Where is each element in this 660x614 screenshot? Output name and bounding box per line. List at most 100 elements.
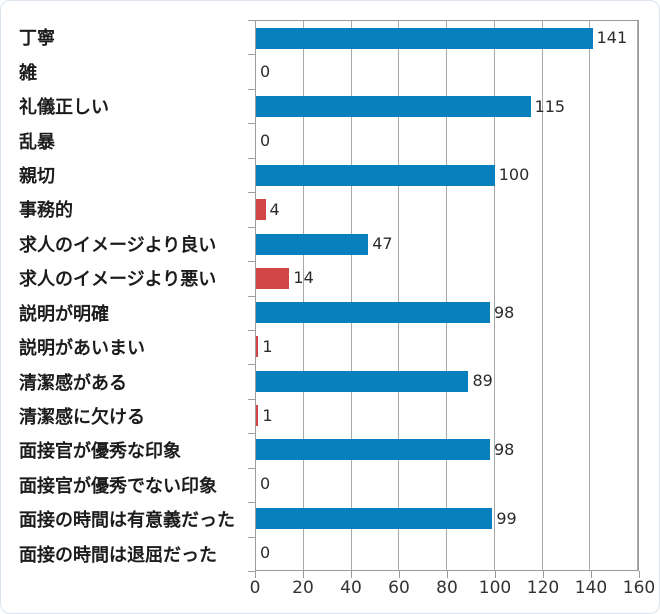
bar [256,199,266,221]
x-tick-label: 80 [436,578,458,598]
category-label: 丁寧 [19,28,55,49]
gridline [398,21,400,570]
gridline [541,21,543,570]
x-axis-tick [495,571,496,578]
bar-row: 98 [256,296,638,330]
bar-value-label: 0 [260,474,271,494]
y-axis-tick [248,329,255,331]
x-tick-label: 20 [292,578,314,598]
bar-row: 141 [256,21,638,55]
x-tick-label: 0 [249,578,261,598]
bar-value-label: 47 [372,234,393,254]
y-axis-tick [248,502,255,504]
bar-value-label: 98 [493,302,515,322]
bar-value-label: 0 [260,542,271,562]
bar-value-label: 141 [596,28,628,48]
category-label: 清潔感がある [19,372,127,393]
category-label: 面接の時間は退屈だった [19,544,217,565]
gridline [350,21,352,570]
category-label: 面接官が優秀な印象 [19,441,181,462]
bar-row: 47 [256,227,638,261]
x-tick-label: 60 [388,578,410,598]
bar-value-label: 14 [293,268,314,288]
y-axis-tick [248,364,255,366]
gridline [446,21,447,570]
y-axis-tick [248,192,255,194]
y-axis-tick [248,88,255,90]
bar-value-label: 1 [262,336,273,356]
category-label: 説明があいまい [19,338,145,359]
category-axis: 丁寧雑礼儀正しい 乱暴 親切 事務的 求人のイメージより良い 求人のイメージより悪い 説明が… [1,20,254,571]
bar-row: 4 [256,193,638,227]
bar-value-label: 115 [534,96,566,116]
bar [256,27,593,49]
bar [256,405,259,427]
y-axis-tick [248,433,255,435]
category-label: 親切 [19,165,55,186]
bar-row: 115 [256,90,638,124]
category-label: 求人のイメージより良い [19,234,217,255]
plot-area: 141 0 115 0 100 4 47 14 98 1 89 1 98 0 99 0 [255,20,639,571]
x-axis-tick [639,571,640,578]
category-label: 説明が明確 [19,303,109,324]
bar [256,439,490,461]
x-axis-tick [303,571,304,578]
bar-row: 14 [256,261,638,295]
y-axis-tick [248,295,255,297]
bar-value-label: 4 [269,199,280,219]
category-label: 清潔感に欠ける [19,407,145,428]
bar-row: 0 [256,536,638,570]
x-tick-label: 40 [340,578,362,598]
bar-row: 98 [256,433,638,467]
y-axis-tick [248,571,255,572]
category-label: 面接の時間は有意義だった [19,510,235,531]
bar [256,233,369,255]
y-axis-tick [248,54,255,56]
bar [256,508,493,530]
bar-row: 0 [256,55,638,89]
bar-value-label: 0 [260,62,271,82]
bar [256,336,259,358]
x-tick-label: 140 [574,578,608,598]
bar [256,302,490,324]
bar-row: 0 [256,124,638,158]
category-label: 面接官が優秀でない印象 [19,475,217,496]
x-axis-tick [591,571,592,578]
bar-value-label: 98 [493,439,515,459]
x-tick-label: 100 [478,578,512,598]
category-label: 礼儀正しい [19,97,109,118]
bar-value-label: 89 [472,371,493,391]
bar-row: 89 [256,364,638,398]
gridline [589,21,591,570]
x-axis-tick [543,571,544,578]
bar-value-label: 0 [260,131,271,151]
y-axis-tick [248,123,255,125]
y-axis-tick [248,157,255,159]
bar-row: 100 [256,158,638,192]
bar-row: 1 [256,398,638,432]
x-axis-tick [255,571,256,578]
bar-row: 0 [256,467,638,501]
bar-rows: 141 0 115 0 100 4 47 14 98 1 89 1 98 0 99 0 [256,21,638,570]
x-tick-label: 120 [526,578,560,598]
y-axis-tick [248,398,255,400]
y-axis-tick [248,261,255,263]
bar [256,370,469,392]
bar-value-label: 99 [496,508,517,528]
bar [256,164,495,186]
x-axis-tick [399,571,400,578]
y-axis-tick [248,20,255,21]
bar-row: 1 [256,330,638,364]
bar [256,267,290,289]
y-axis-tick [248,467,255,469]
bar-value-label: 1 [262,405,273,425]
category-label: 求人のイメージより悪い [19,269,217,290]
category-label: 事務的 [19,200,73,221]
x-tick-label: 160 [622,578,656,598]
x-axis-tick [447,571,448,578]
gridline [493,21,495,570]
gridline [302,21,304,570]
x-axis-tick [351,571,352,578]
bar-row: 99 [256,501,638,535]
